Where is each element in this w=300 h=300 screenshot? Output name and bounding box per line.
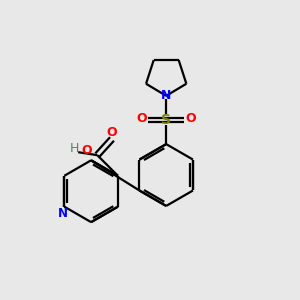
Text: H: H [70, 142, 79, 155]
Text: N: N [58, 207, 68, 220]
Text: O: O [107, 126, 117, 139]
Text: S: S [161, 113, 171, 127]
Text: O: O [186, 112, 196, 125]
Text: N: N [161, 89, 171, 102]
Text: O: O [81, 144, 92, 157]
Text: O: O [136, 112, 147, 125]
